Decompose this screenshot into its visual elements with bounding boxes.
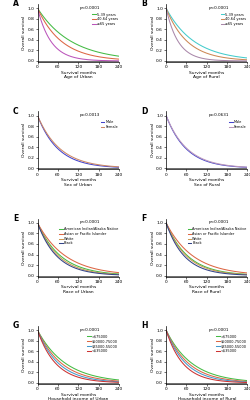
Y-axis label: Overall survival: Overall survival bbox=[151, 123, 155, 157]
Y-axis label: Overall survival: Overall survival bbox=[151, 231, 155, 265]
Text: G: G bbox=[13, 321, 19, 330]
Text: p<0.0001: p<0.0001 bbox=[80, 6, 100, 10]
Text: p<0.0001: p<0.0001 bbox=[208, 220, 229, 224]
Text: p<0.0001: p<0.0001 bbox=[208, 328, 229, 332]
Legend: Male, Female: Male, Female bbox=[101, 120, 118, 129]
Legend: 5-39 years, 40-64 years, ≥65 years: 5-39 years, 40-64 years, ≥65 years bbox=[92, 13, 118, 26]
Text: p<0.0001: p<0.0001 bbox=[80, 328, 100, 332]
Text: A: A bbox=[13, 0, 19, 8]
Y-axis label: Overall survival: Overall survival bbox=[22, 16, 26, 50]
Text: H: H bbox=[142, 321, 148, 330]
Y-axis label: Overall survival: Overall survival bbox=[22, 123, 26, 157]
X-axis label: Survival months
Household income of Urban: Survival months Household income of Urba… bbox=[48, 392, 108, 400]
Text: D: D bbox=[142, 107, 148, 116]
Text: E: E bbox=[13, 214, 18, 223]
X-axis label: Survival months
Sex of Rural: Survival months Sex of Rural bbox=[189, 178, 224, 187]
Legend: >$75000, $50000-75000, $35000-55000, <$35000: >$75000, $50000-75000, $35000-55000, <$3… bbox=[216, 335, 246, 353]
Legend: Male, Female: Male, Female bbox=[230, 120, 246, 129]
Text: p=0.0631: p=0.0631 bbox=[208, 113, 229, 117]
Legend: >$75000, $50000-75000, $35000-55000, <$35000: >$75000, $50000-75000, $35000-55000, <$3… bbox=[88, 335, 118, 353]
Y-axis label: Overall survival: Overall survival bbox=[22, 231, 26, 265]
Y-axis label: Overall survival: Overall survival bbox=[151, 338, 155, 372]
Text: F: F bbox=[142, 214, 147, 223]
X-axis label: Survival months
Race of Rural: Survival months Race of Rural bbox=[189, 285, 224, 294]
X-axis label: Survival months
Race of Urban: Survival months Race of Urban bbox=[60, 285, 96, 294]
Text: C: C bbox=[13, 107, 19, 116]
Text: p<0.0001: p<0.0001 bbox=[208, 6, 229, 10]
X-axis label: Survival months
Sex of Urban: Survival months Sex of Urban bbox=[60, 178, 96, 187]
Text: p<0.0001: p<0.0001 bbox=[80, 220, 100, 224]
Legend: 5-39 years, 40-64 years, ≥65 years: 5-39 years, 40-64 years, ≥65 years bbox=[221, 13, 246, 26]
Text: B: B bbox=[142, 0, 148, 8]
X-axis label: Survival months
Age of Rural: Survival months Age of Rural bbox=[189, 70, 224, 80]
X-axis label: Survival months
Age of Urban: Survival months Age of Urban bbox=[60, 70, 96, 80]
Y-axis label: Overall survival: Overall survival bbox=[151, 16, 155, 50]
X-axis label: Survival months
Household income of Rural: Survival months Household income of Rura… bbox=[178, 392, 236, 400]
Text: p=0.0013: p=0.0013 bbox=[80, 113, 100, 117]
Legend: American Indian/Alaska Native, Asian or Pacific Islander, White, Black: American Indian/Alaska Native, Asian or … bbox=[188, 227, 246, 246]
Legend: American Indian/Alaska Native, Asian or Pacific Islander, White, Black: American Indian/Alaska Native, Asian or … bbox=[59, 227, 118, 246]
Y-axis label: Overall survival: Overall survival bbox=[22, 338, 26, 372]
